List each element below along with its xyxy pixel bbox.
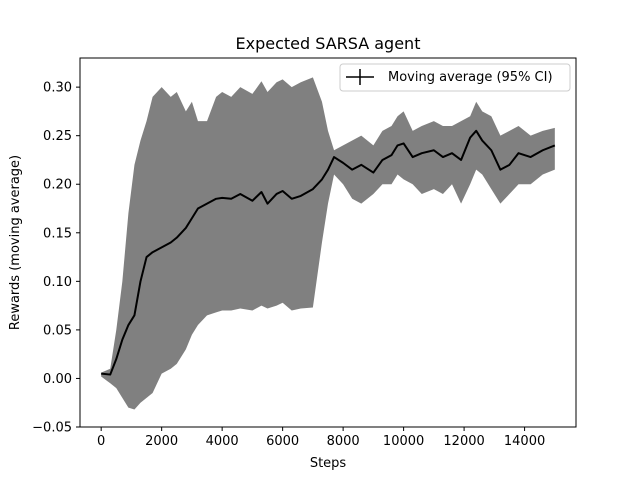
x-axis-label: Steps [310,456,347,471]
x-tick-label: 6000 [266,434,299,449]
x-tick-label: 4000 [206,434,239,449]
legend: Moving average (95% CI) [339,63,571,92]
y-axis-ticks: −0.05 0.00 0.05 0.10 0.15 0.20 0.25 0.30 [32,81,80,436]
moving-average-line [101,129,556,376]
y-tick-label: 0.25 [43,129,72,144]
x-tick-label: 12000 [443,434,484,449]
y-axis-label: Rewards (moving average) [8,155,23,330]
y-tick-label: 0.00 [43,372,72,387]
y-tick-label: 0.10 [43,275,72,290]
y-tick-label: −0.05 [32,421,72,436]
legend-label: Moving average (95% CI) [388,70,553,85]
x-tick-label: 0 [97,434,105,449]
chart-title: Expected SARSA agent [236,34,421,53]
x-tick-label: 14000 [504,434,545,449]
x-tick-label: 2000 [145,434,178,449]
x-tick-label: 10000 [383,434,424,449]
x-axis-ticks: 0 2000 4000 6000 8000 10000 12000 14000 [97,427,545,449]
plot-area [101,77,556,410]
y-tick-label: 0.05 [43,323,72,338]
x-tick-label: 8000 [327,434,360,449]
y-tick-label: 0.30 [43,81,72,96]
confidence-band [101,77,555,410]
y-tick-label: 0.15 [43,226,72,241]
axes-frame [79,57,577,428]
legend-box [339,63,571,92]
y-tick-label: 0.20 [43,178,72,193]
